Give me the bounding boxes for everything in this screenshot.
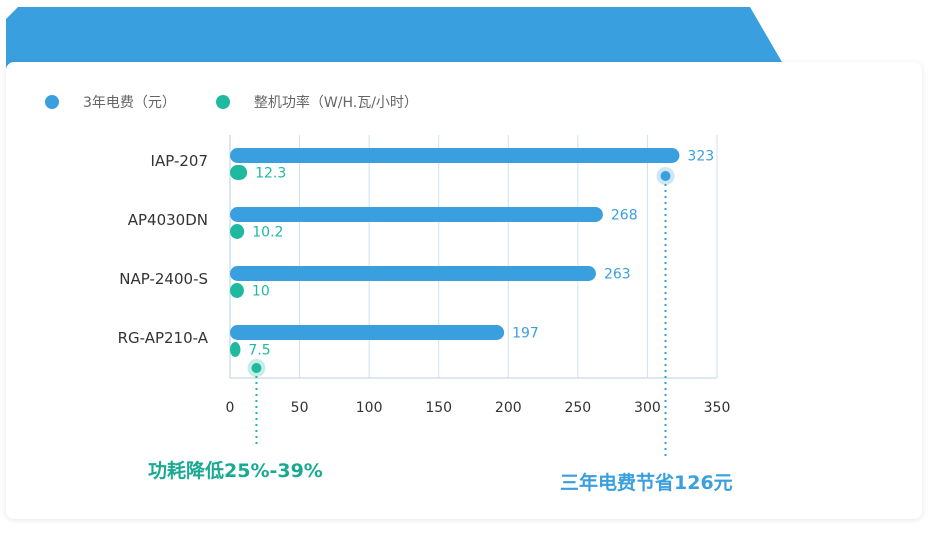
- chart-card: [6, 62, 922, 519]
- x-tick-label: 100: [356, 400, 383, 416]
- legend-dot-cost: [45, 95, 59, 109]
- legend-label-cost: 3年电费（元）: [83, 95, 176, 111]
- annotation-power-reduction: 功耗降低25%-39%: [148, 460, 323, 482]
- bar-power: [230, 342, 241, 357]
- data-label: 10.2: [252, 225, 283, 241]
- legend-dot-power: [215, 95, 230, 109]
- data-label: 197: [512, 326, 539, 342]
- data-label: 263: [604, 267, 631, 283]
- x-tick-label: 350: [704, 400, 731, 416]
- highlight-marker-cost: [660, 171, 671, 181]
- y-tick-label: RG-AP210-A: [118, 329, 209, 347]
- chart-legend: 3年电费（元） 整机功率（W/H.瓦/小时）: [45, 92, 458, 112]
- bar-power: [230, 224, 245, 239]
- data-label: 12.3: [255, 166, 286, 182]
- bar-power: [230, 283, 244, 298]
- x-tick-label: 300: [634, 400, 661, 416]
- x-tick-label: 50: [291, 400, 309, 416]
- x-tick-label: 200: [495, 400, 522, 416]
- annotation-cost-saving: 三年电费节省126元: [560, 472, 733, 494]
- legend-item-cost[interactable]: 3年电费（元）: [45, 92, 176, 112]
- y-tick-label: NAP-2400-S: [119, 270, 208, 288]
- y-tick-label: AP4030DN: [128, 211, 208, 229]
- bar-power: [230, 165, 248, 180]
- data-label: 10: [252, 284, 270, 300]
- legend-label-power: 整机功率（W/H.瓦/小时）: [253, 95, 418, 111]
- data-label: 323: [687, 149, 714, 165]
- data-label: 268: [611, 208, 638, 224]
- x-tick-label: 0: [226, 400, 235, 416]
- legend-item-power[interactable]: 整机功率（W/H.瓦/小时）: [215, 92, 418, 112]
- x-tick-label: 250: [564, 400, 591, 416]
- bar-cost: [230, 266, 596, 281]
- y-tick-label: IAP-207: [151, 152, 208, 170]
- bar-cost: [230, 148, 680, 163]
- bar-cost: [230, 325, 505, 340]
- x-tick-label: 150: [425, 400, 452, 416]
- highlight-marker-power: [251, 363, 262, 373]
- bar-cost: [230, 207, 603, 222]
- data-label: 7.5: [248, 343, 270, 359]
